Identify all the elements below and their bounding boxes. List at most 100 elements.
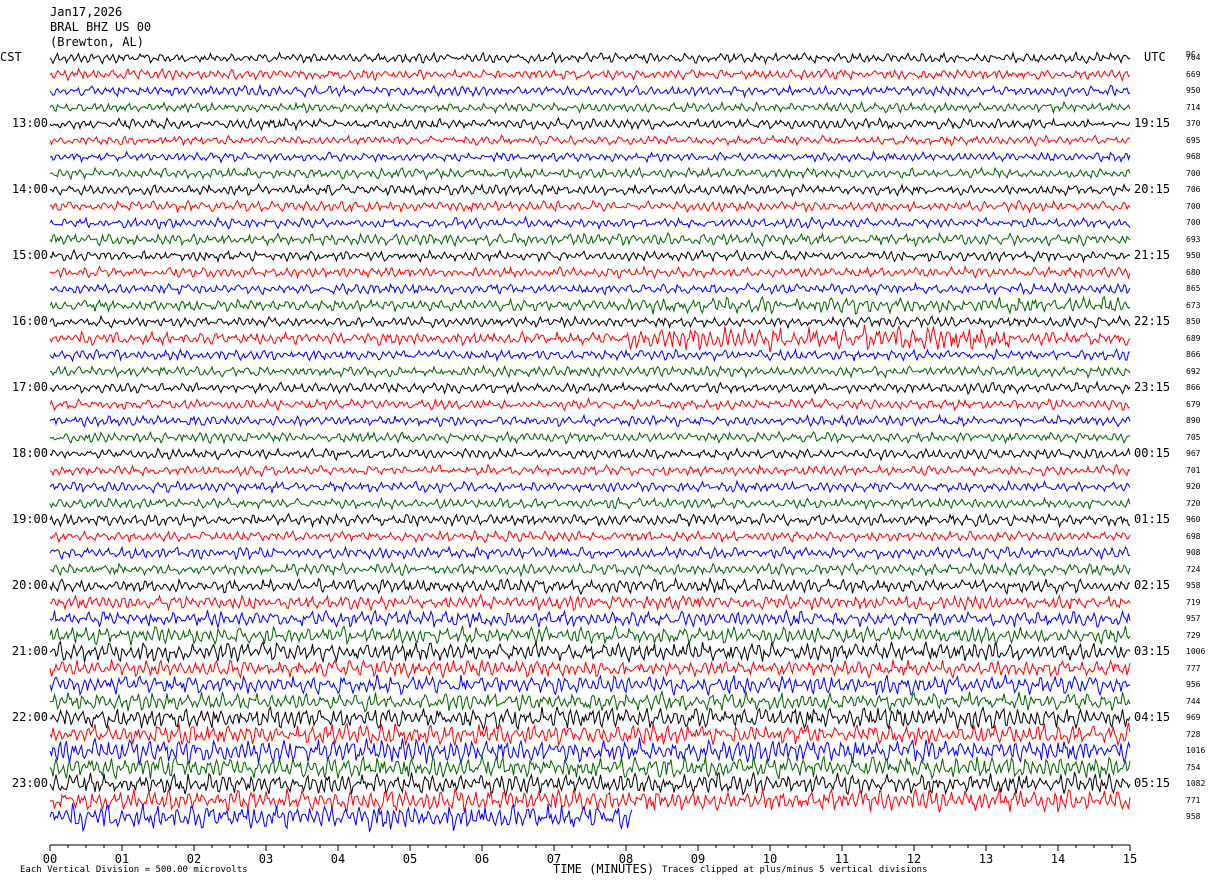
seismic-trace-35 xyxy=(49,609,1131,630)
trace-group xyxy=(49,50,1131,833)
seismic-trace-39 xyxy=(49,674,1131,697)
utc-hour-label: 05:15 xyxy=(1134,776,1171,790)
dc-offset-label: 967 xyxy=(1186,449,1201,458)
seismic-trace-42 xyxy=(49,722,1131,747)
dc-offset-label: 908 xyxy=(1186,548,1201,557)
seismic-trace-43 xyxy=(49,736,1131,765)
seismic-trace-44 xyxy=(49,754,1131,781)
utc-hour-label: 19:15 xyxy=(1134,116,1171,130)
seismic-trace-32 xyxy=(49,561,1131,578)
utc-hour-label: 22:15 xyxy=(1134,314,1171,328)
dc-offset-label: 714 xyxy=(1186,102,1201,112)
x-tick-label-09: 09 xyxy=(690,852,706,866)
seismic-trace-30 xyxy=(49,529,1131,544)
seismic-trace-28 xyxy=(49,496,1131,511)
dc-offset-label: 720 xyxy=(1186,498,1201,508)
station-code: BRAL BHZ US 00 xyxy=(50,20,152,34)
x-tick-label-05: 05 xyxy=(402,852,418,866)
cst-hour-label: 13:00 xyxy=(11,116,48,130)
seismic-trace-31 xyxy=(49,545,1131,561)
dc-offset-label: 850 xyxy=(1186,317,1201,326)
seismic-trace-12 xyxy=(49,231,1131,248)
cst-hour-label: 23:00 xyxy=(11,776,48,790)
dc-offset-label: 866 xyxy=(1186,383,1201,392)
seismic-trace-29 xyxy=(49,512,1131,529)
seismic-trace-8 xyxy=(49,166,1131,181)
dc-offset-label: 957 xyxy=(1186,614,1201,623)
cst-hour-label: 17:00 xyxy=(11,380,48,394)
x-axis-title: TIME (MINUTES) xyxy=(553,862,655,876)
dc-offset-label: 866 xyxy=(1186,350,1201,359)
seismic-trace-26 xyxy=(49,463,1131,478)
left-timezone-label: CST xyxy=(0,50,22,64)
seismic-trace-45 xyxy=(49,771,1131,798)
seismic-trace-5 xyxy=(49,116,1131,132)
footer-scale-note: Each Vertical Division = 500.00 microvol… xyxy=(20,865,248,875)
cst-hour-label: 20:00 xyxy=(11,578,48,592)
x-tick-label-10: 10 xyxy=(762,852,778,866)
dc-offset-label: 679 xyxy=(1186,399,1201,409)
utc-hour-label: 02:15 xyxy=(1134,578,1171,592)
seismic-trace-13 xyxy=(49,248,1131,264)
dc-offset-label: 958 xyxy=(1186,581,1201,590)
seismic-trace-2 xyxy=(49,67,1131,82)
x-tick-group xyxy=(49,845,1131,851)
dc-offset-label: 728 xyxy=(1186,729,1201,739)
dc-offset-label: 890 xyxy=(1186,416,1201,425)
dc-offset-label: 701 xyxy=(1186,465,1201,475)
dc-offset-label: 689 xyxy=(1186,333,1201,343)
dc-offset-label: 700 xyxy=(1186,218,1201,227)
seismic-trace-40 xyxy=(49,689,1131,713)
dc-offset-label: 969 xyxy=(1186,713,1201,722)
dc-offset-label: 692 xyxy=(1186,366,1201,376)
seismic-trace-47 xyxy=(49,803,633,833)
x-tick-label-11: 11 xyxy=(834,852,850,866)
dc-offset-label: 950 xyxy=(1186,251,1201,260)
dc-offset-label: 704 xyxy=(1186,53,1201,62)
seismic-trace-17 xyxy=(49,314,1131,330)
seismic-trace-38 xyxy=(49,658,1131,680)
station-location: (Brewton, AL) xyxy=(50,35,144,49)
dc-offset-label: 744 xyxy=(1186,696,1201,706)
seismic-trace-27 xyxy=(49,479,1131,495)
dc-offset-label: 1082 xyxy=(1186,779,1206,788)
plot-date: Jan17,2026 xyxy=(50,5,123,19)
cst-hour-label: 15:00 xyxy=(11,248,48,262)
dc-offset-label: 1006 xyxy=(1186,647,1206,656)
dc-offset-label: 958 xyxy=(1186,812,1201,821)
dc-offset-label: 695 xyxy=(1186,135,1201,145)
cst-hour-label: 22:00 xyxy=(11,710,48,724)
x-tick-label-00: 00 xyxy=(42,852,58,866)
seismic-trace-9 xyxy=(49,182,1131,198)
dc-offset-label: 693 xyxy=(1186,234,1201,244)
cst-hour-label: 14:00 xyxy=(11,182,48,196)
seismic-trace-23 xyxy=(49,413,1131,428)
dc-offset-label: 669 xyxy=(1186,69,1201,79)
x-tick-label-07: 07 xyxy=(546,852,562,866)
dc-offset-label: 700 xyxy=(1186,168,1201,178)
cst-hour-label: 18:00 xyxy=(11,446,48,460)
utc-hour-label: 00:15 xyxy=(1134,446,1171,460)
seismic-trace-25 xyxy=(49,446,1131,462)
seismic-trace-18 xyxy=(49,324,1131,353)
utc-hour-label: 20:15 xyxy=(1134,182,1171,196)
seismic-trace-34 xyxy=(49,593,1131,612)
dc-offset-label: 956 xyxy=(1186,680,1201,689)
right-timezone-label: UTC xyxy=(1144,50,1166,64)
seismic-trace-7 xyxy=(49,150,1131,164)
dc-offset-label: 777 xyxy=(1186,663,1201,673)
dc-offset-label: 865 xyxy=(1186,284,1201,293)
seismic-trace-21 xyxy=(49,380,1131,396)
dc-offset-label: 724 xyxy=(1186,564,1201,574)
dc-offset-label: 729 xyxy=(1186,630,1201,640)
dc-offset-label: 960 xyxy=(1186,515,1201,524)
dc-offset-label: 968 xyxy=(1186,152,1201,161)
seismic-trace-46 xyxy=(49,787,1131,814)
dc-offset-label: 680 xyxy=(1186,267,1201,277)
seismic-trace-15 xyxy=(49,281,1131,297)
utc-hour-label: 23:15 xyxy=(1134,380,1171,394)
utc-hour-label: 21:15 xyxy=(1134,248,1171,262)
x-tick-label-14: 14 xyxy=(1050,852,1066,866)
dc-offset-label: 706 xyxy=(1186,185,1201,194)
dc-offset-label: 950 xyxy=(1186,86,1201,95)
